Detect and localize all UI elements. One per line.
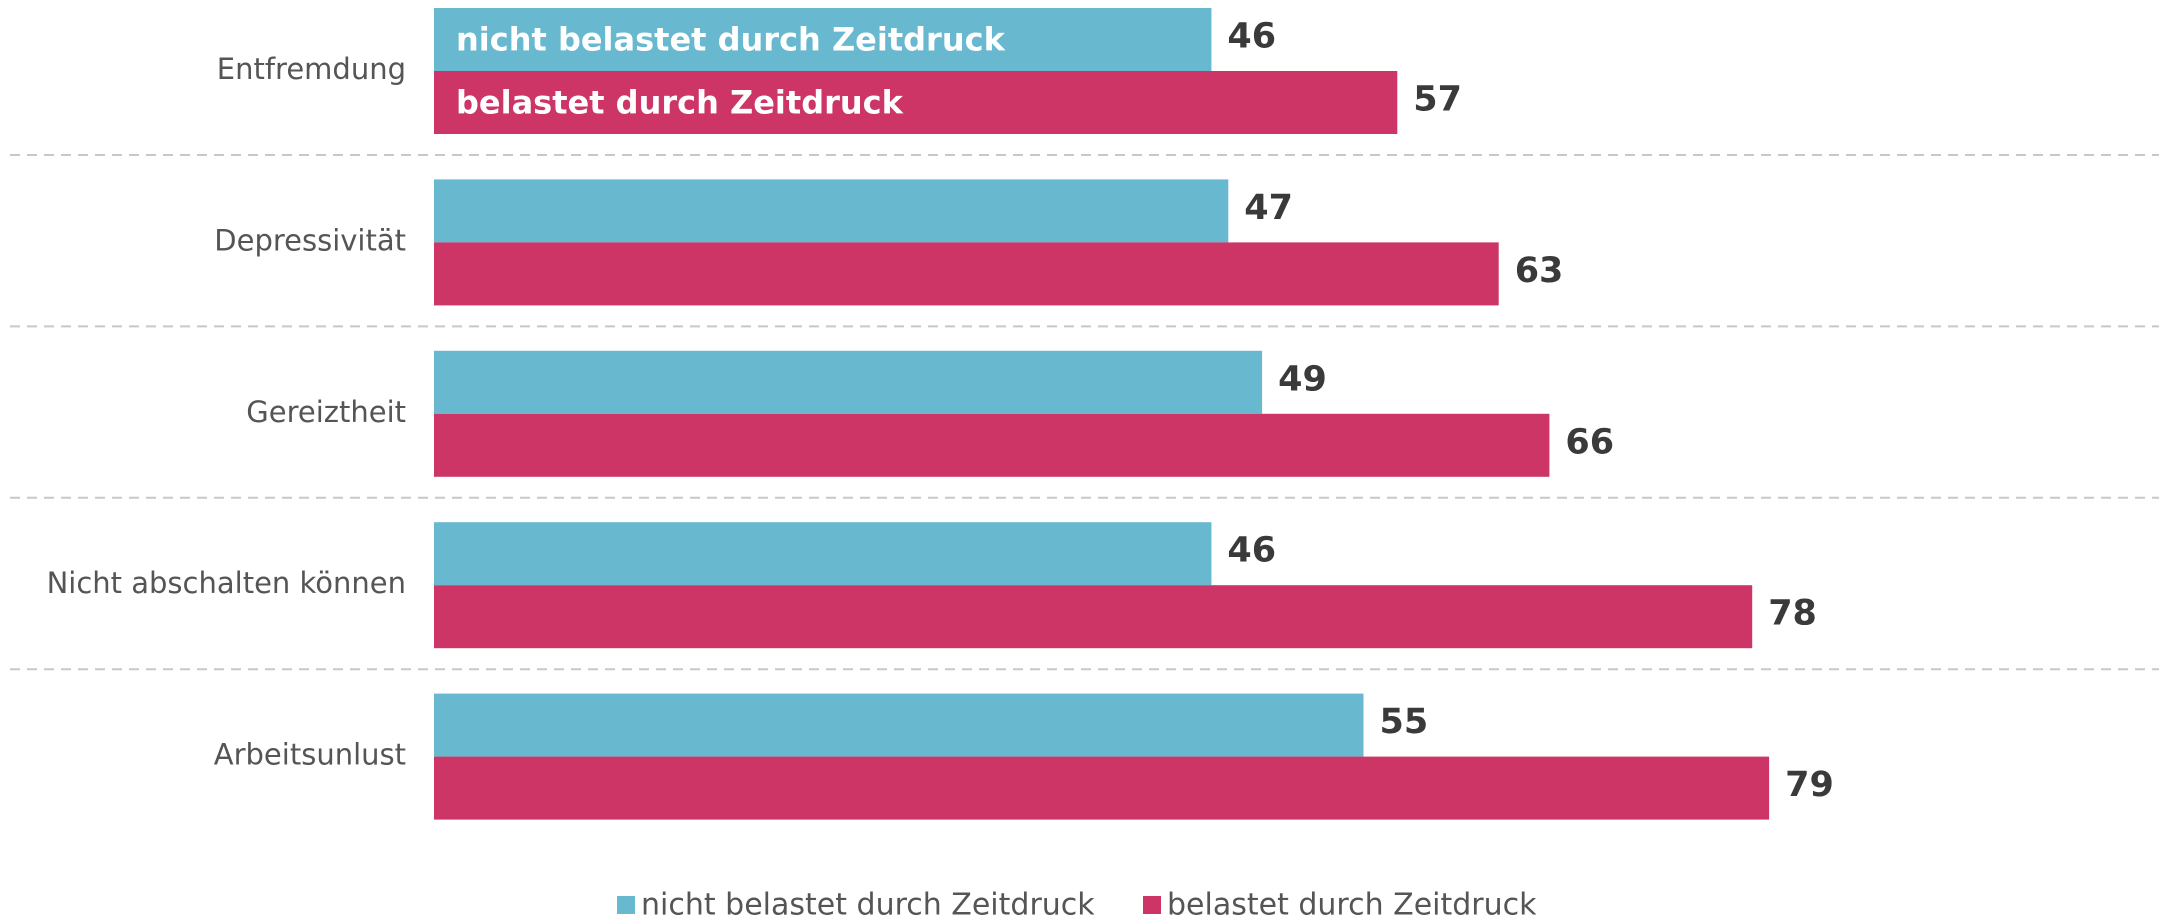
value-label: 46: [1227, 17, 1276, 57]
bar: [434, 350, 1263, 414]
value-label: 66: [1565, 422, 1614, 462]
bar: [434, 242, 1499, 306]
legend-swatch: [1143, 896, 1161, 914]
value-label: 47: [1244, 188, 1293, 228]
legend-label: nicht belastet durch Zeitdruck: [641, 888, 1095, 920]
bar: [434, 71, 1398, 134]
bar: [434, 585, 1753, 649]
bar: [434, 693, 1364, 757]
bar: [434, 8, 1212, 71]
category-label: Gereiztheit: [246, 395, 406, 429]
bar-series-label: nicht belastet durch Zeitdruck: [456, 21, 1006, 59]
value-label: 46: [1227, 531, 1276, 571]
bar: [434, 522, 1212, 586]
category-label: Nicht abschalten können: [47, 566, 406, 600]
category-label: Depressivität: [214, 223, 406, 257]
legend-swatch: [617, 896, 635, 914]
value-label: 78: [1768, 594, 1817, 634]
value-label: 57: [1413, 80, 1462, 120]
value-label: 55: [1380, 702, 1429, 742]
bar: [434, 413, 1550, 477]
value-label: 63: [1515, 251, 1564, 291]
bar: [434, 756, 1770, 820]
bar-series-label: belastet durch Zeitdruck: [456, 84, 904, 122]
category-label: Entfremdung: [217, 52, 406, 86]
bar: [434, 179, 1229, 243]
legend-label: belastet durch Zeitdruck: [1167, 888, 1537, 920]
value-label: 79: [1785, 765, 1834, 805]
value-label: 49: [1278, 359, 1327, 399]
category-label: Arbeitsunlust: [214, 738, 406, 772]
